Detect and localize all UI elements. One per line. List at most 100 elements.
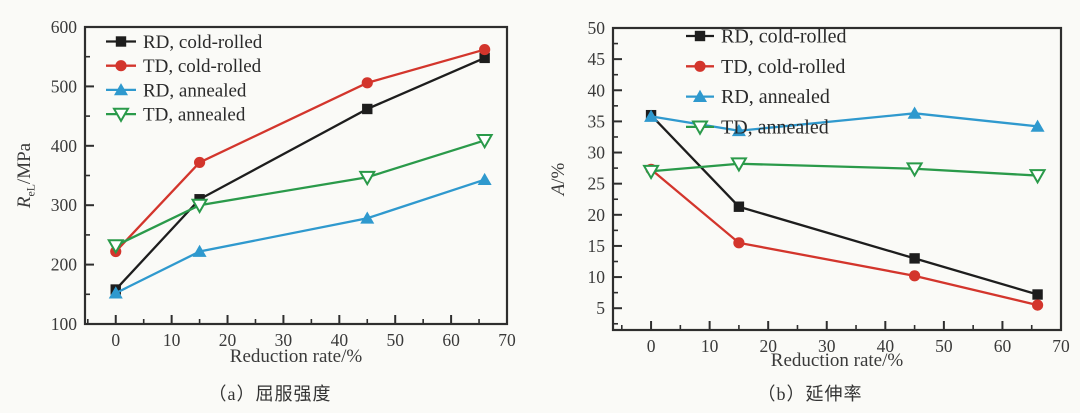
y-tick-label: 50 — [588, 18, 606, 38]
x-tick-label: 70 — [1052, 336, 1070, 356]
panel-a: 0 10 20 30 40 50 60 70 Reduction rate/% 100 200 300… — [14, 17, 516, 404]
x-tick-label: 50 — [386, 330, 404, 350]
legend-label: RD, annealed — [143, 80, 247, 101]
triangle-down-open-marker — [691, 120, 709, 136]
legend-item-rd-annealed: RD, annealed — [106, 80, 247, 101]
series-line — [115, 178, 486, 295]
legend-item-td-cold-rolled: TD, cold-rolled — [106, 56, 262, 77]
x-tick-label: 30 — [275, 330, 293, 350]
legend: RD, cold-rolled TD, cold-rolled RD, anneal… — [106, 32, 263, 126]
series-rd-cold-rolled — [645, 109, 1043, 300]
triangle-up-marker — [731, 123, 746, 137]
triangle-up-marker — [693, 89, 707, 102]
yield-strength-chart: 0 10 20 30 40 50 60 70 Reduction rate/% 100 200 300… — [14, 17, 516, 367]
triangle-down-open-marker — [107, 239, 125, 255]
legend-label: TD, annealed — [721, 116, 829, 138]
x-axis: 0 10 20 30 40 50 60 70 — [620, 321, 1070, 356]
series-line — [650, 162, 1038, 177]
y-tick-label: 35 — [588, 111, 606, 131]
legend-item-rd-annealed: RD, annealed — [686, 86, 830, 108]
caption-b: （b）延伸率 — [757, 384, 863, 404]
legend-label: RD, cold-rolled — [143, 32, 263, 53]
triangle-up-marker — [1030, 119, 1045, 132]
x-axis-title: Reduction rate/% — [230, 346, 363, 367]
circle-marker — [479, 43, 491, 56]
triangle-up-marker — [108, 286, 123, 299]
x-tick-label: 60 — [994, 336, 1012, 356]
legend-label: TD, cold-rolled — [721, 56, 845, 78]
square-marker — [115, 36, 127, 47]
y-axis-title: A/% — [548, 162, 569, 197]
y-tick-label: 100 — [51, 314, 78, 334]
circle-marker — [908, 270, 921, 282]
y-tick-label: 400 — [51, 136, 78, 156]
x-tick-label: 0 — [111, 330, 120, 350]
series-rd-annealed — [108, 172, 492, 299]
x-tick-label: 0 — [647, 336, 656, 356]
x-tick-label: 70 — [498, 330, 516, 350]
triangle-down-open-marker — [190, 198, 209, 215]
y-tick-label: 40 — [588, 80, 606, 100]
series-td-annealed — [107, 134, 494, 255]
square-marker — [479, 52, 490, 64]
panel-b: 0 10 20 30 40 50 60 70 Reduction rate/% 5 10 15 20 25… — [540, 0, 1080, 413]
series-line — [114, 48, 485, 253]
triangle-down-open-marker — [642, 164, 660, 181]
square-marker — [1032, 289, 1043, 300]
x-tick-label: 20 — [759, 336, 777, 356]
triangle-up-marker — [192, 244, 207, 257]
x-tick-label: 60 — [442, 330, 460, 350]
triangle-down-open-marker — [905, 162, 924, 178]
y-tick-label: 300 — [51, 195, 78, 215]
circle-marker — [193, 156, 206, 169]
triangle-down-open-marker — [475, 134, 494, 150]
legend-item-td-cold-rolled: TD, cold-rolled — [686, 56, 845, 78]
series-td-annealed — [642, 157, 1047, 185]
legend-label: RD, annealed — [721, 86, 830, 108]
y-tick-label: 500 — [51, 76, 78, 96]
y-tick-label: 600 — [51, 17, 78, 37]
y-tick-label: 10 — [588, 267, 606, 287]
square-marker — [362, 103, 373, 115]
x-tick-label: 20 — [219, 330, 237, 350]
y-tick-label: 5 — [596, 298, 605, 318]
triangle-down-open-marker — [1028, 169, 1047, 185]
y-tick-label: 30 — [588, 143, 606, 163]
x-tick-label: 10 — [701, 336, 719, 356]
x-tick-label: 40 — [331, 330, 349, 350]
triangle-up-marker — [477, 172, 492, 186]
circle-marker — [115, 60, 127, 72]
y-axis-title: ReL/MPa — [14, 142, 38, 209]
legend-item-td-annealed: TD, annealed — [106, 105, 246, 126]
y-axis: 100 200 300 400 500 600 — [51, 17, 94, 334]
y-tick-label: 15 — [588, 236, 606, 256]
square-marker — [909, 253, 920, 264]
series-line — [650, 114, 1038, 296]
legend: RD, cold-rolled TD, cold-rolled RD, anneal… — [686, 26, 847, 138]
circle-marker — [694, 60, 706, 72]
x-tick-label: 30 — [818, 336, 836, 356]
x-tick-label: 40 — [877, 336, 895, 356]
y-tick-label: 25 — [588, 174, 606, 194]
plot-frame — [611, 26, 1063, 332]
elongation-chart: 0 10 20 30 40 50 60 70 Reduction rate/% 5 10 15 20 25… — [548, 18, 1070, 371]
series-line — [650, 168, 1038, 307]
legend-label: RD, cold-rolled — [721, 26, 847, 48]
triangle-down-open-marker — [730, 157, 748, 173]
triangle-up-marker — [644, 109, 659, 122]
series-line — [650, 112, 1038, 132]
y-axis: 5 10 15 20 25 30 35 40 45 50 — [588, 18, 622, 325]
caption-a: （a）屈服强度 — [208, 384, 332, 404]
circle-marker — [733, 237, 745, 249]
triangle-down-open-marker — [358, 170, 376, 187]
y-tick-label: 200 — [51, 255, 78, 275]
x-axis-title: Reduction rate/% — [771, 350, 904, 371]
circle-marker — [361, 77, 373, 89]
legend-item-td-annealed: TD, annealed — [686, 116, 829, 138]
y-tick-label: 45 — [588, 49, 606, 69]
x-tick-label: 50 — [935, 336, 953, 356]
series-line — [115, 139, 485, 247]
square-marker — [694, 30, 706, 42]
legend-item-rd-cold-rolled: RD, cold-rolled — [686, 26, 847, 48]
